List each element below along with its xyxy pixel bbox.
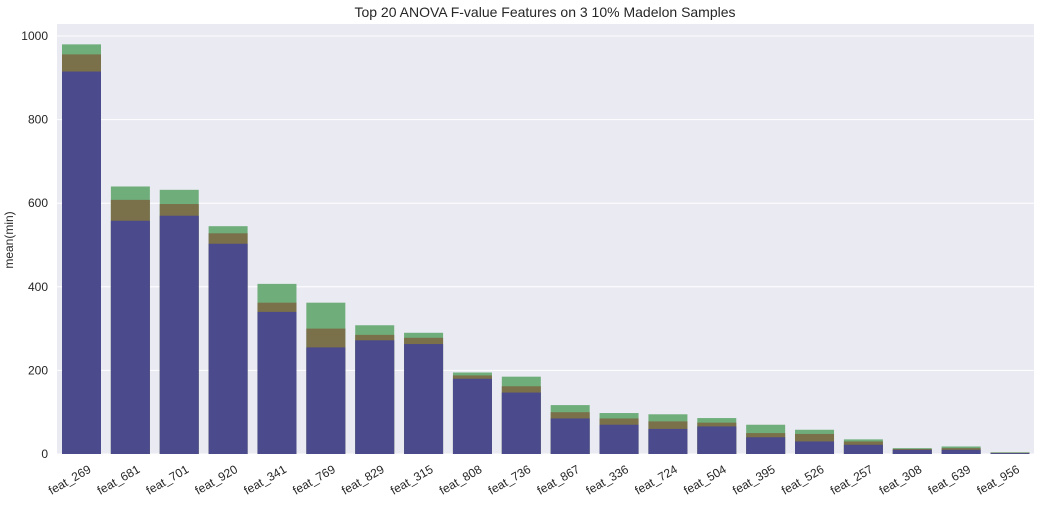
bar-feat_867-series-3 — [550, 418, 590, 454]
y-tick-labels: 0 200 400 600 800 1000 — [21, 29, 48, 461]
bar-feat_504-series-3 — [697, 426, 737, 454]
bar-feat_336-series-3 — [599, 424, 639, 454]
x-tick-label: feat_341 — [241, 462, 289, 498]
x-tick-label: feat_681 — [95, 462, 143, 498]
plot-background — [57, 24, 1034, 454]
y-tick-label: 800 — [28, 113, 48, 127]
x-tick-label: feat_736 — [486, 462, 534, 498]
x-tick-label: feat_808 — [437, 462, 485, 498]
bar-feat_341-series-3 — [257, 311, 297, 454]
y-tick-label: 200 — [28, 363, 48, 377]
x-tick-label: feat_269 — [46, 462, 94, 498]
bar-feat_681-series-3 — [110, 220, 150, 454]
y-tick-label: 400 — [28, 280, 48, 294]
x-tick-labels: feat_269 feat_681 feat_701 feat_920 feat_341… — [46, 462, 1022, 498]
bar-feat_308-series-3 — [892, 449, 932, 454]
x-tick-label: feat_769 — [290, 462, 338, 498]
bar-feat_315-series-3 — [404, 344, 444, 454]
x-tick-label: feat_724 — [632, 462, 680, 498]
bar-feat_269-series-3 — [62, 71, 101, 454]
bar-feat_956-series-3 — [990, 453, 1030, 454]
chart-title: Top 20 ANOVA F-value Features on 3 10% M… — [354, 4, 735, 20]
x-tick-label: feat_308 — [877, 462, 925, 498]
x-tick-label: feat_829 — [339, 462, 387, 498]
bar-feat_257-series-3 — [843, 444, 883, 454]
y-axis-label: mean(min) — [2, 211, 16, 268]
y-tick-label: 1000 — [21, 29, 48, 43]
bar-feat_724-series-3 — [648, 428, 688, 454]
x-tick-label: feat_504 — [681, 462, 729, 498]
x-tick-label: feat_956 — [974, 462, 1022, 498]
x-tick-label: feat_867 — [535, 462, 583, 498]
x-tick-label: feat_336 — [583, 462, 631, 498]
bar-feat_736-series-3 — [501, 392, 541, 454]
bars — [62, 44, 1030, 455]
bar-feat_395-series-3 — [746, 437, 786, 454]
x-tick-label: feat_257 — [828, 462, 876, 498]
x-tick-label: feat_639 — [926, 462, 974, 498]
x-tick-label: feat_526 — [779, 462, 827, 498]
bar-feat_808-series-3 — [452, 378, 492, 454]
bar-feat_769-series-3 — [306, 347, 346, 454]
bar-feat_639-series-3 — [941, 449, 981, 454]
x-tick-label: feat_395 — [730, 462, 778, 498]
y-tick-label: 0 — [41, 447, 48, 461]
bar-feat_829-series-3 — [355, 340, 395, 454]
x-tick-label: feat_920 — [193, 462, 241, 498]
x-tick-label: feat_701 — [144, 462, 192, 498]
x-tick-label: feat_315 — [388, 462, 436, 498]
bar-feat_701-series-3 — [159, 215, 199, 454]
y-tick-label: 600 — [28, 196, 48, 210]
bar-feat_526-series-3 — [795, 441, 835, 454]
bar-feat_920-series-3 — [208, 243, 248, 454]
